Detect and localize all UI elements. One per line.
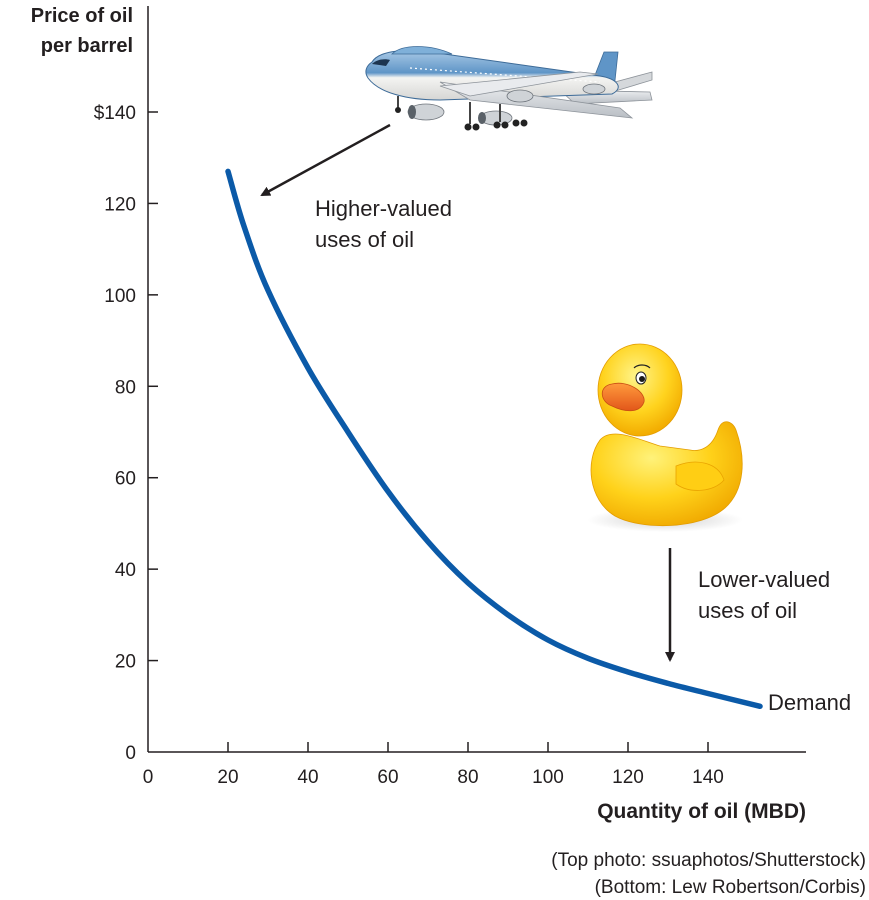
y-tick-label: 80 bbox=[115, 377, 136, 398]
y-axis-label-line2: per barrel bbox=[41, 35, 133, 57]
higher-valued-arrow bbox=[260, 123, 391, 197]
y-ticks: 0 20 40 60 80 100 120 $140 bbox=[94, 103, 158, 764]
y-tick-label: 40 bbox=[115, 560, 136, 581]
x-tick-label: 40 bbox=[297, 767, 318, 788]
lower-valued-label-line2: uses of oil bbox=[698, 598, 797, 623]
y-tick-label: 0 bbox=[125, 743, 136, 764]
lower-valued-label-line1: Lower-valued bbox=[698, 567, 830, 592]
y-tick-label: 120 bbox=[104, 194, 136, 215]
y-tick-label: 100 bbox=[104, 286, 136, 307]
x-tick-label: 100 bbox=[532, 767, 564, 788]
y-tick-label: $140 bbox=[94, 103, 136, 124]
higher-valued-label-line1: Higher-valued bbox=[315, 196, 452, 221]
photo-credit-bottom: (Bottom: Lew Robertson/Corbis) bbox=[595, 877, 866, 898]
higher-valued-label-line2: uses of oil bbox=[315, 227, 414, 252]
y-axis-label-line1: Price of oil bbox=[31, 5, 133, 27]
x-tick-label: 120 bbox=[612, 767, 644, 788]
y-tick-label: 60 bbox=[115, 469, 136, 490]
x-tick-label: 60 bbox=[377, 767, 398, 788]
demand-curve-line bbox=[225, 168, 763, 710]
demand-series-label: Demand bbox=[768, 690, 851, 715]
photo-credit-top: (Top photo: ssuaphotos/Shutterstock) bbox=[551, 850, 866, 871]
airplane-photo bbox=[365, 46, 653, 131]
rubber-duck-photo bbox=[587, 343, 743, 532]
x-tick-label: 80 bbox=[457, 767, 478, 788]
x-tick-label: 0 bbox=[143, 767, 154, 788]
x-axis-label: Quantity of oil (MBD) bbox=[597, 800, 806, 823]
y-tick-label: 20 bbox=[115, 652, 136, 673]
x-tick-label: 140 bbox=[692, 767, 724, 788]
x-tick-label: 20 bbox=[217, 767, 238, 788]
x-ticks: 0 20 40 60 80 100 120 140 bbox=[143, 742, 724, 788]
